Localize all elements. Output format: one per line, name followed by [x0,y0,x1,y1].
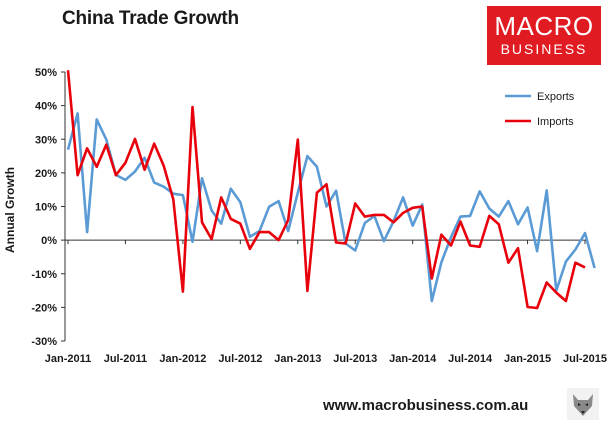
x-tick-label: Jul-2013 [333,353,377,365]
x-tick-label: Jul-2014 [448,353,493,365]
x-tick-label: Jul-2012 [218,353,262,365]
y-tick-label: 0% [41,235,57,247]
logo-line1: MACRO [494,11,594,41]
y-tick-label: 40% [35,101,57,113]
x-tick-label: Jan-2015 [504,353,551,365]
x-tick-label: Jul-2011 [104,353,147,365]
x-tick-label: Jul-2015 [563,353,607,365]
y-tick-label: -30% [31,336,57,348]
x-tick-label: Jan-2011 [45,353,91,365]
x-tick-label: Jan-2014 [389,353,437,365]
y-tick-label: 10% [35,202,57,214]
x-tick-label: Jan-2013 [274,353,321,365]
y-tick-label: 30% [35,134,57,146]
series-line-exports [66,112,596,303]
y-axis-label-group: Annual Growth [3,167,17,253]
y-tick-label: 20% [35,168,57,180]
y-axis-label: Annual Growth [3,167,17,253]
legend-label-imports: Imports [537,116,574,128]
y-tick-label: -20% [31,302,57,314]
footer-url: www.macrobusiness.com.au [323,397,529,414]
x-tick-label: Jan-2012 [159,353,206,365]
line-chart: Annual Growth 50% 40% 30% 20% 10% 0% -10% -20% -… [3,67,607,365]
y-tick-label: -10% [31,269,57,281]
wolf-badge-icon [567,388,599,420]
chart-title: China Trade Growth [62,8,239,29]
macrobusiness-logo: MACRO BUSINESS [487,6,601,65]
series-line-imports [66,70,586,310]
logo-line2: BUSINESS [500,41,588,57]
y-tick-label: 50% [35,67,57,79]
legend-label-exports: Exports [537,91,575,103]
